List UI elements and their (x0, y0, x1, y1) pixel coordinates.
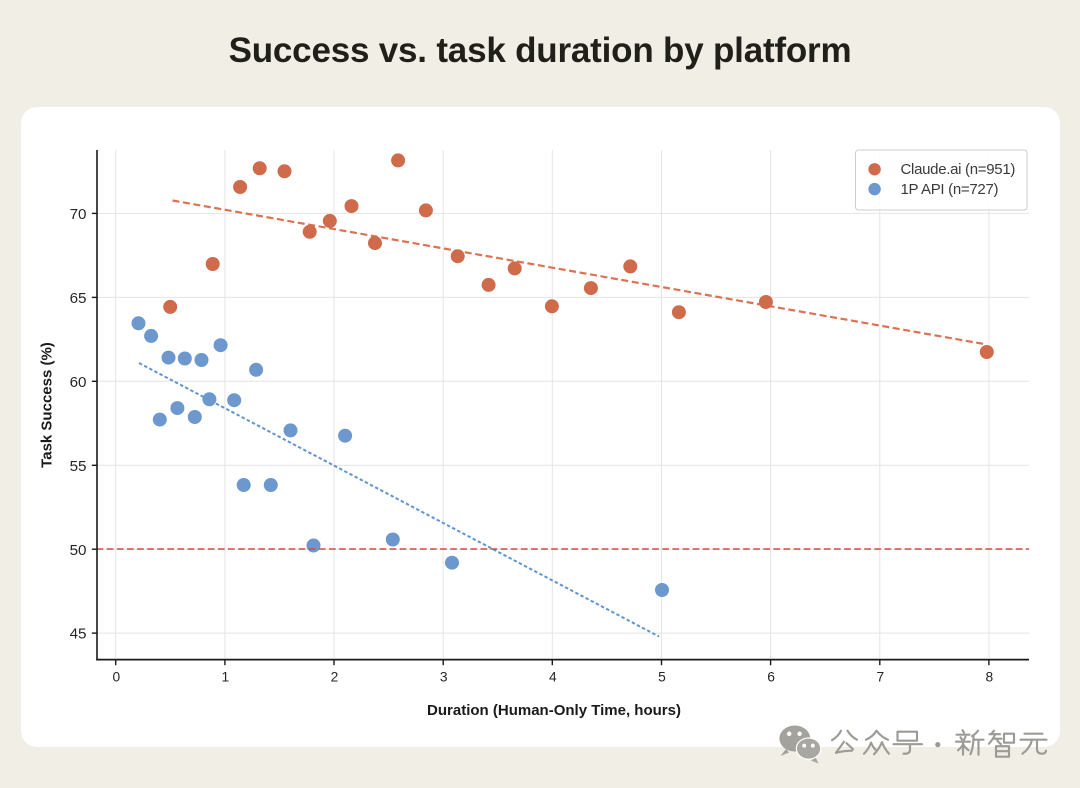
svg-text:0: 0 (112, 669, 120, 684)
svg-text:8: 8 (986, 669, 994, 684)
svg-text:5: 5 (658, 669, 666, 684)
svg-text:45: 45 (70, 626, 87, 643)
svg-text:2: 2 (331, 669, 339, 684)
svg-text:3: 3 (440, 669, 448, 684)
svg-text:70: 70 (70, 206, 87, 223)
svg-text:1: 1 (222, 669, 230, 684)
svg-text:6: 6 (767, 669, 775, 684)
svg-text:Claude.ai (n=951): Claude.ai (n=951) (901, 161, 1016, 178)
svg-text:7: 7 (876, 669, 884, 684)
svg-text:1P API (n=727): 1P API (n=727) (901, 181, 999, 198)
svg-text:Task Success (%): Task Success (%) (39, 342, 56, 468)
svg-text:55: 55 (70, 458, 87, 475)
svg-text:65: 65 (70, 290, 87, 307)
svg-text:60: 60 (70, 374, 87, 391)
svg-text:Duration (Human-Only Time, hou: Duration (Human-Only Time, hours) (427, 702, 681, 719)
svg-text:4: 4 (549, 669, 557, 684)
svg-text:50: 50 (70, 542, 87, 559)
